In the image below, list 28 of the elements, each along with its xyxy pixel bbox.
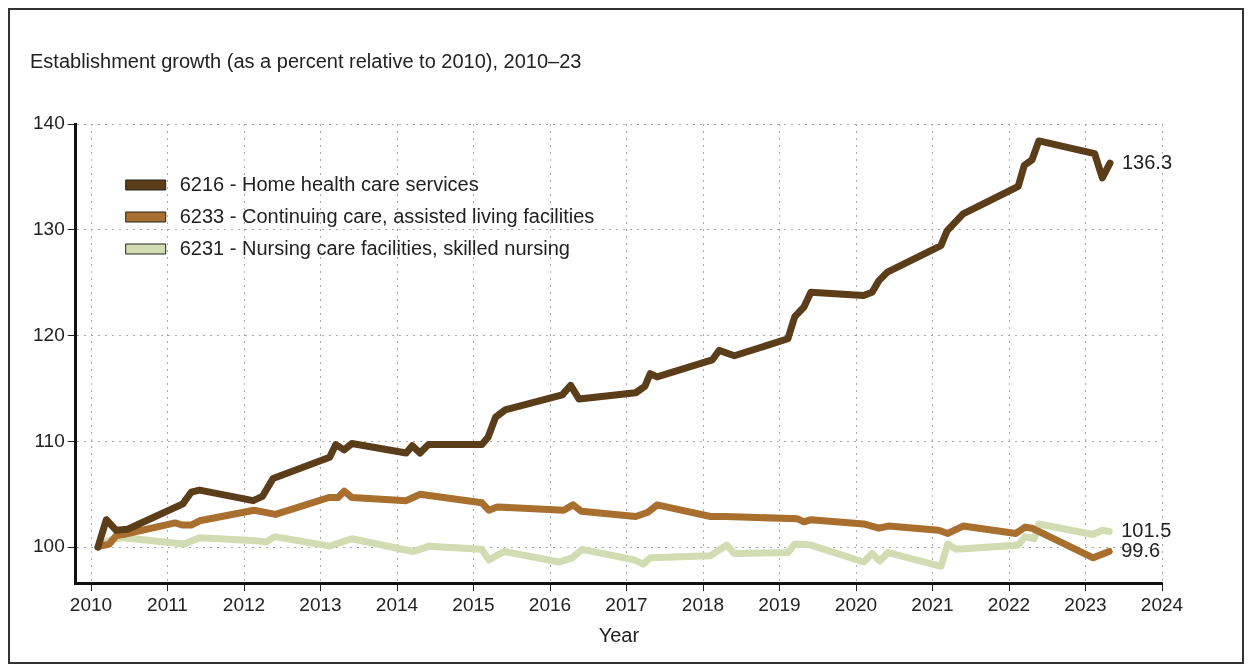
legend-label: 6216 - Home health care services — [179, 172, 479, 195]
x-tick-label: 2023 — [1064, 593, 1107, 615]
x-axis-title: Year — [598, 623, 640, 646]
x-tick-label: 2015 — [452, 593, 495, 615]
x-tick-label: 2014 — [375, 593, 419, 615]
y-tick-label: 140 — [33, 112, 65, 134]
x-tick-label: 2021 — [911, 593, 954, 615]
x-tick-label: 2011 — [147, 593, 188, 615]
data-label: 136.3 — [1121, 150, 1173, 173]
x-tick-label: 2013 — [299, 593, 342, 615]
x-tick-label: 2019 — [758, 593, 801, 615]
x-tick-label: 2010 — [69, 593, 113, 615]
x-tick-label: 2016 — [528, 593, 572, 615]
x-tick-label: 2018 — [681, 593, 725, 615]
legend-label: 6231 - Nursing care facilities, skilled nursing — [179, 236, 570, 259]
x-tick-label: 2012 — [222, 593, 266, 615]
y-tick-label: 110 — [34, 429, 65, 451]
y-tick-label: 120 — [33, 323, 65, 345]
x-tick-label: 2017 — [605, 593, 648, 615]
x-tick-label: 2024 — [1140, 593, 1184, 615]
x-tick-label: 2022 — [987, 593, 1031, 615]
x-tick-label: 2020 — [834, 593, 878, 615]
chart-title: Establishment growth (as a percent relative to 2010), 2010–23 — [30, 49, 582, 72]
y-tick-label: 100 — [33, 535, 65, 557]
data-label: 99.6 — [1121, 538, 1161, 561]
legend-label: 6233 - Continuing care, assisted living facilities — [179, 204, 595, 227]
data-label: 101.5 — [1121, 518, 1172, 541]
y-tick-label: 130 — [33, 218, 65, 240]
